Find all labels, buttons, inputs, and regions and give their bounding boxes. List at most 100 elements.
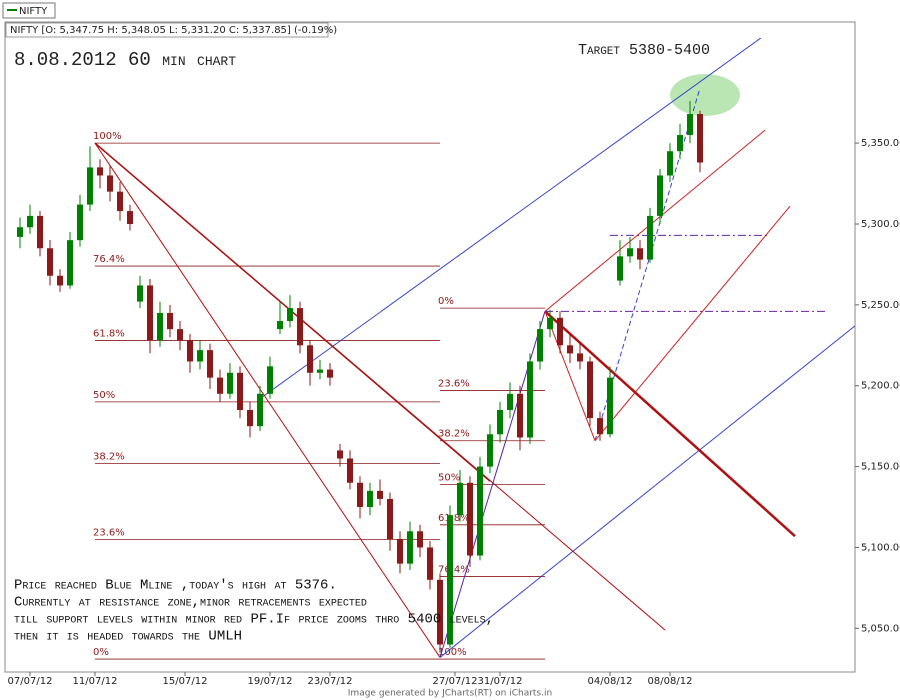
candle-body — [557, 317, 563, 346]
candle-body — [107, 175, 113, 192]
fib-label: 0% — [93, 647, 109, 658]
candle-body — [427, 547, 433, 580]
candle-body — [537, 329, 543, 362]
plot: 100% 76.4% 61.8% 50% 38.2% 23.6% 0% 0% 23.6% 38.2… — [17, 38, 855, 660]
candle-body — [157, 312, 163, 341]
fib-label: 23.6% — [93, 527, 125, 538]
candle-body — [237, 372, 243, 410]
candle-body — [217, 377, 223, 394]
candle-body — [547, 317, 553, 330]
fib-label: 23.6% — [438, 379, 470, 390]
candle-body — [367, 490, 373, 508]
candle-body — [667, 151, 673, 176]
fib-label: 100% — [93, 131, 122, 142]
candle-body — [327, 369, 333, 378]
candle-body — [297, 308, 303, 346]
footer: Image generated by JCharts(RT) on iChart… — [348, 689, 552, 699]
x-tick-label: 11/07/12 — [73, 676, 118, 687]
candle-body — [247, 409, 253, 427]
candle-body — [437, 579, 443, 645]
trend-line — [94, 142, 441, 658]
candle-body — [407, 531, 413, 564]
candle-body — [497, 409, 503, 435]
candle-body — [447, 515, 453, 645]
note-line: then it is headed towards the UMLH — [14, 629, 242, 645]
candle-body — [17, 227, 23, 237]
candle-body — [57, 275, 63, 286]
candle-body — [307, 345, 313, 373]
candle-body — [677, 135, 683, 152]
candle-body — [687, 114, 693, 136]
candle-body — [287, 308, 293, 322]
candle-body — [597, 418, 603, 435]
candle-body — [627, 248, 633, 257]
trend-line — [544, 311, 596, 441]
candle-body — [117, 191, 123, 212]
fib-label: 0% — [438, 296, 454, 307]
candle-body — [377, 490, 383, 499]
candle-body — [147, 285, 153, 341]
x-tick-label: 31/07/12 — [478, 676, 523, 687]
candle-body — [617, 256, 623, 281]
fib-label: 76.4% — [438, 565, 470, 576]
candle-body — [587, 361, 593, 419]
candle-body — [397, 539, 403, 564]
candle-body — [277, 321, 283, 330]
y-tick-label: 5,150.00 — [861, 462, 900, 473]
fib-label: 50% — [438, 472, 460, 483]
candle-body — [417, 531, 423, 548]
x-tick-label: 27/07/12 — [433, 676, 478, 687]
candle-body — [357, 482, 363, 508]
plot-frame — [4, 21, 856, 673]
trend-line — [94, 142, 666, 631]
candle-body — [267, 366, 273, 394]
candle-body — [27, 215, 33, 228]
candle-body — [317, 369, 323, 373]
trend-line — [259, 38, 762, 400]
x-tick-label: 07/07/12 — [8, 676, 53, 687]
candle-body — [577, 353, 583, 362]
header: NIFTY [O: 5,347.75 H: 5,348.05 L: 5,331.… — [10, 25, 337, 36]
candle-body — [457, 482, 463, 516]
y-tick-label: 5,350.00 — [861, 138, 900, 149]
candle-body — [67, 240, 73, 286]
candle-body — [387, 498, 393, 540]
candle-body — [87, 167, 93, 205]
y-tick-label: 5,100.00 — [861, 542, 900, 553]
candle-body — [47, 248, 53, 276]
x-tick-label: 08/08/12 — [648, 676, 693, 687]
candle-body — [337, 450, 343, 459]
y-tick-label: 5,250.00 — [861, 300, 900, 311]
header-box — [5, 22, 329, 38]
candle-body — [507, 393, 513, 410]
y-tick-label: 5,050.00 — [861, 623, 900, 634]
candle-body — [657, 175, 663, 216]
target-zone — [670, 74, 740, 116]
trend-line — [439, 325, 855, 658]
candle-body — [647, 215, 653, 260]
candle-body — [347, 458, 353, 483]
fib-label: 61.8% — [438, 513, 470, 524]
fib-label: 61.8% — [93, 328, 125, 339]
note-line: Price reached Blue Mline ,today's high a… — [14, 578, 337, 594]
candle-body — [637, 248, 643, 260]
candle-body — [257, 393, 263, 427]
fib-label: 76.4% — [93, 254, 125, 265]
fib-label: 38.2% — [93, 451, 125, 462]
fib-label: 50% — [93, 390, 115, 401]
candle-body — [187, 340, 193, 362]
candle-body — [567, 345, 573, 354]
legend-label: NIFTY — [19, 6, 48, 17]
x-tick-label: 23/07/12 — [308, 676, 353, 687]
candle-body — [527, 361, 533, 438]
x-tick-label: 04/08/12 — [588, 676, 633, 687]
candle-body — [127, 211, 133, 224]
candle-body — [97, 167, 103, 176]
candle-body — [197, 350, 203, 362]
candle-body — [137, 285, 143, 302]
trend-line — [544, 129, 766, 312]
candle-body — [167, 312, 173, 330]
candle-body — [207, 350, 213, 378]
x-tick-label: 19/07/12 — [248, 676, 293, 687]
